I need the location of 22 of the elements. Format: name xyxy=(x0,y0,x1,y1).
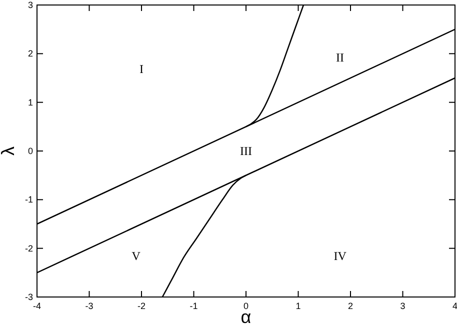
annotation: II xyxy=(336,50,344,65)
annotation: IV xyxy=(334,249,347,264)
x-tick-label: -1 xyxy=(190,301,198,311)
y-tick-label: 1 xyxy=(28,97,33,108)
y-axis-title: λ xyxy=(0,146,18,156)
y-tick-label: -1 xyxy=(24,194,33,205)
x-tick-label: -3 xyxy=(85,301,94,311)
annotation: I xyxy=(140,62,144,76)
y-tick-label: -2 xyxy=(24,243,33,254)
x-tick-label: 1 xyxy=(296,301,301,311)
x-tick-label: 3 xyxy=(400,301,406,311)
annotation: III xyxy=(240,144,252,158)
x-tick-label: -4 xyxy=(32,301,42,311)
y-tick-label: -3 xyxy=(24,292,33,302)
x-tick-label: 0 xyxy=(243,301,249,311)
y-tick-label: 2 xyxy=(28,48,33,59)
x-tick-label: -2 xyxy=(137,301,146,311)
y-tick-label: 0 xyxy=(28,146,33,156)
annotation: V xyxy=(132,249,141,264)
y-tick-label: 3 xyxy=(28,0,33,10)
x-tick-label: 2 xyxy=(348,301,354,311)
x-tick-label: 4 xyxy=(452,301,457,311)
